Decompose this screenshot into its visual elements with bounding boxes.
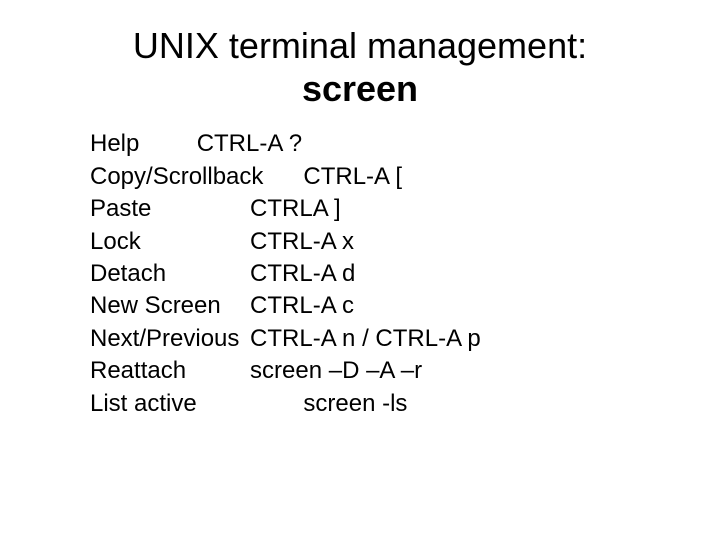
command-key: CTRLA ] <box>250 195 341 222</box>
command-key: CTRL-A n / CTRL-A p <box>250 325 481 352</box>
command-row: New Screen CTRL-A c <box>90 290 680 322</box>
command-row: Copy/Scrollback CTRL-A [ <box>90 161 680 193</box>
command-row: Detach CTRL-A d <box>90 258 680 290</box>
command-label: Lock <box>90 228 141 255</box>
command-key: CTRL-A [ <box>303 163 402 190</box>
command-gap <box>197 390 304 417</box>
command-key: screen -ls <box>303 390 407 417</box>
command-gap <box>166 260 250 287</box>
command-list: Help CTRL-A ?Copy/Scrollback CTRL-A [Pas… <box>0 128 720 420</box>
command-row: Help CTRL-A ? <box>90 128 680 160</box>
command-label: Next/Previous <box>90 325 239 352</box>
command-label: Reattach <box>90 357 186 384</box>
command-gap <box>186 357 250 384</box>
command-key: CTRL-A c <box>250 292 354 319</box>
command-label: List active <box>90 390 197 417</box>
command-label: Help <box>90 130 139 157</box>
command-gap <box>221 292 250 319</box>
command-key: CTRL-A x <box>250 228 354 255</box>
command-gap <box>141 228 250 255</box>
command-key: screen –D –A –r <box>250 357 422 384</box>
command-gap <box>139 130 196 157</box>
command-label: Detach <box>90 260 166 287</box>
command-row: Paste CTRLA ] <box>90 193 680 225</box>
command-row: Reattach screen –D –A –r <box>90 355 680 387</box>
command-key: CTRL-A ? <box>197 130 302 157</box>
command-row: Lock CTRL-A x <box>90 226 680 258</box>
title-line-2: screen <box>0 67 720 110</box>
command-row: Next/Previous CTRL-A n / CTRL-A p <box>90 323 680 355</box>
title-line-1: UNIX terminal management: <box>0 24 720 67</box>
command-gap <box>239 325 250 352</box>
command-label: New Screen <box>90 292 221 319</box>
command-gap <box>151 195 250 222</box>
command-label: Copy/Scrollback <box>90 163 263 190</box>
command-row: List active screen -ls <box>90 388 680 420</box>
command-label: Paste <box>90 195 151 222</box>
title-block: UNIX terminal management: screen <box>0 24 720 110</box>
command-key: CTRL-A d <box>250 260 355 287</box>
command-gap <box>263 163 303 190</box>
slide-container: UNIX terminal management: screen Help CT… <box>0 0 720 540</box>
